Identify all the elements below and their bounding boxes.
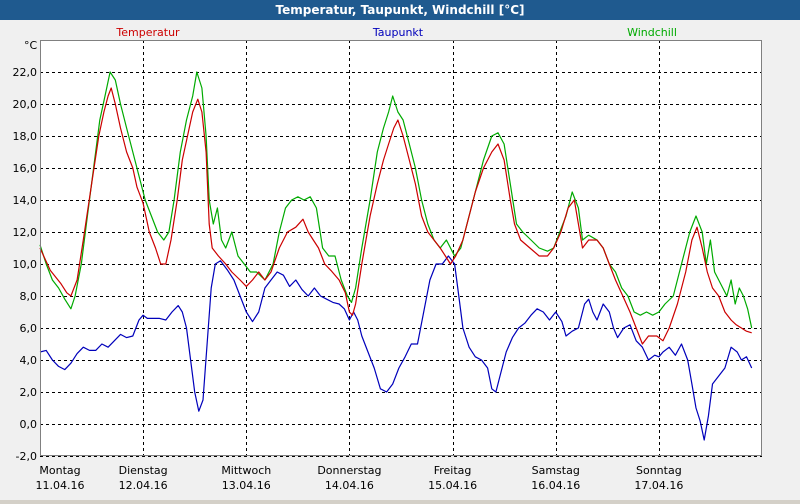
x-tick-date-label: 17.04.16: [634, 479, 683, 492]
x-tick-date-label: 12.04.16: [119, 479, 168, 492]
y-axis: -2,0 0,0 2,0 4,0 6,0 8,0 10,0 12,0 14,0 16,0 18,0 2…: [13, 66, 38, 463]
legend-temperatur: Temperatur: [115, 26, 180, 39]
y-tick-label: 12,0: [13, 226, 38, 239]
y-tick-label: 2,0: [20, 386, 38, 399]
y-tick-label: 6,0: [20, 322, 38, 335]
y-tick-label: 22,0: [13, 66, 38, 79]
y-tick-label: 20,0: [13, 98, 38, 111]
grid: [40, 40, 762, 457]
x-tick-day-label: Montag: [39, 464, 80, 477]
x-tick-day-label: Freitag: [434, 464, 472, 477]
x-tick-date-label: 16.04.16: [531, 479, 580, 492]
chart-area: -2,0 0,0 2,0 4,0 6,0 8,0 10,0 12,0 14,0 16,0 18,0 2…: [0, 20, 800, 500]
y-tick-label: 8,0: [20, 290, 38, 303]
x-tick-day-label: Sonntag: [636, 464, 682, 477]
x-tick-date-label: 15.04.16: [428, 479, 477, 492]
series-lines: [39, 71, 753, 441]
window-title: Temperatur, Taupunkt, Windchill [°C]: [0, 0, 800, 20]
y-tick-label: -2,0: [16, 450, 37, 463]
legend-windchill: Windchill: [627, 26, 677, 39]
series-line-temperatur: [39, 87, 752, 345]
legend: Temperatur Taupunkt Windchill: [115, 26, 677, 39]
y-axis-label: °C: [24, 39, 38, 52]
x-tick-day-label: Dienstag: [119, 464, 168, 477]
x-tick-day-label: Samstag: [532, 464, 580, 477]
x-tick-date-label: 13.04.16: [222, 479, 271, 492]
y-tick-label: 10,0: [13, 258, 38, 271]
plot-frame: [40, 40, 762, 456]
line-chart: -2,0 0,0 2,0 4,0 6,0 8,0 10,0 12,0 14,0 16,0 18,0 2…: [13, 26, 762, 492]
series-line-windchill: [39, 71, 753, 329]
series-line-taupunkt: [39, 255, 753, 441]
y-tick-label: 16,0: [13, 162, 38, 175]
plot-background: [40, 40, 762, 456]
x-tick-date-label: 14.04.16: [325, 479, 374, 492]
legend-taupunkt: Taupunkt: [372, 26, 424, 39]
y-tick-label: 14,0: [13, 194, 38, 207]
y-tick-label: 18,0: [13, 130, 38, 143]
x-axis: Montag 11.04.16 Dienstag 12.04.16 Mittwoch 13…: [36, 464, 684, 492]
x-tick-day-label: Mittwoch: [221, 464, 271, 477]
y-tick-label: 0,0: [20, 418, 38, 431]
x-tick-date-label: 11.04.16: [36, 479, 85, 492]
y-tick-label: 4,0: [20, 354, 38, 367]
x-tick-day-label: Donnerstag: [317, 464, 381, 477]
